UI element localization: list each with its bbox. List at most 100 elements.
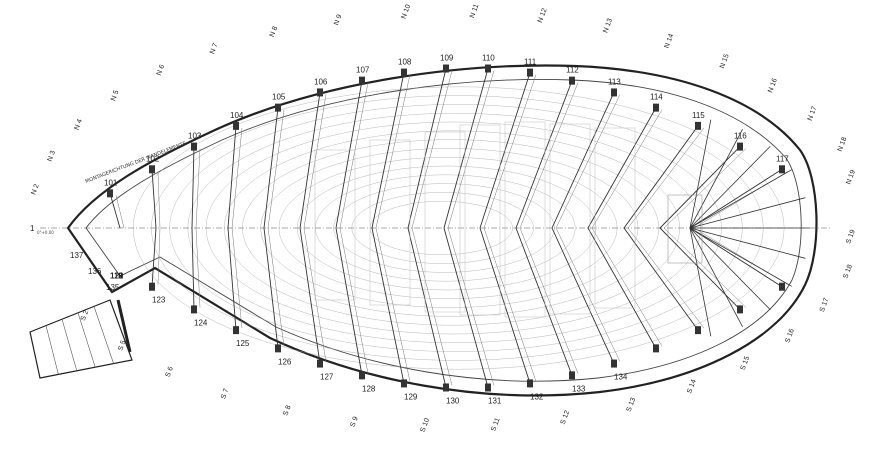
rim-anchor	[233, 121, 239, 130]
rib-top	[299, 92, 321, 229]
rib-bottom	[587, 227, 657, 349]
rib-bottom-secondary	[555, 227, 621, 362]
rim-label-top: 113	[608, 77, 621, 86]
fan-rib	[689, 227, 792, 287]
rib-top	[227, 125, 237, 229]
origin-sublabel: 0°+0.00	[37, 230, 54, 235]
axis-label-north: N 4	[74, 118, 84, 131]
rim-anchor	[401, 68, 407, 77]
rim-anchor	[569, 76, 575, 85]
rim-label-bottom: 130	[446, 396, 460, 405]
entrance-ramp	[29, 299, 133, 379]
rib-top	[659, 146, 741, 229]
rib-bottom-secondary	[195, 227, 201, 308]
inner-panel	[314, 149, 356, 301]
rib-top-secondary	[519, 82, 579, 229]
rib-bottom	[407, 227, 447, 388]
rib-bottom-secondary	[339, 227, 369, 374]
contour-line	[187, 113, 722, 343]
rim-label-top: 114	[650, 93, 663, 102]
rib-top-secondary	[195, 148, 201, 229]
rim-label-bottom: 122	[110, 272, 124, 281]
fan-rib	[689, 128, 743, 229]
axis-label-north: N 11	[469, 3, 480, 19]
rim-label-bottom: 136	[88, 267, 102, 276]
rim-label-bottom: 131	[488, 396, 502, 405]
rib-top	[515, 80, 573, 229]
rim-anchor	[191, 305, 197, 314]
rib-top	[263, 107, 279, 229]
axis-label-north: N 19	[845, 169, 857, 185]
rib-bottom	[335, 227, 363, 376]
rim-anchor	[485, 64, 491, 73]
fan-rib	[689, 227, 743, 328]
rim-anchor	[149, 165, 155, 174]
rim-label-bottom: 132	[530, 392, 544, 401]
rib-bottom	[689, 227, 783, 288]
axis-label-north: N 2	[30, 183, 40, 196]
axis-label-south: S 5	[117, 339, 127, 351]
axis-label-south: S 7	[220, 388, 230, 400]
rib-bottom-secondary	[627, 227, 705, 329]
rim-anchor	[653, 344, 659, 353]
rib-bottom	[227, 227, 237, 331]
fan-rib	[689, 227, 806, 259]
fan-rib	[689, 197, 806, 229]
rib-top-secondary	[375, 74, 411, 229]
axis-label-north: N 17	[807, 105, 819, 121]
inner-panel	[504, 121, 546, 318]
rim-label-bottom: 126	[278, 357, 292, 366]
axis-label-north: N 18	[837, 136, 849, 152]
fan-rib	[689, 145, 771, 229]
rib-bottom-secondary	[519, 227, 579, 374]
axis-label-south: S 13	[626, 397, 638, 413]
rim-anchor	[149, 282, 155, 291]
axis-label-north: N 15	[719, 53, 731, 69]
rim-label-bottom: 129	[404, 392, 418, 401]
ramp-step	[61, 319, 78, 371]
rim-label-top: 101	[104, 178, 118, 187]
axis-label-north: N 13	[602, 18, 614, 34]
rib-top-secondary	[339, 82, 369, 229]
rim-label-bottom: 119	[110, 272, 123, 281]
rim-anchor	[695, 326, 701, 335]
rib-top	[551, 92, 615, 229]
rib-top	[109, 193, 121, 229]
rib-top-secondary	[411, 70, 453, 229]
rim-label-bottom: 134	[614, 373, 628, 382]
rib-top	[407, 68, 447, 229]
axis-label-south: S 10	[420, 417, 432, 433]
rib-top	[371, 72, 405, 229]
rib-top	[335, 80, 363, 229]
rib-bottom-secondary	[591, 227, 663, 347]
rib-top	[623, 125, 699, 229]
axis-label-north: N 16	[767, 77, 779, 93]
ramp-rail	[116, 299, 132, 353]
rib-bottom	[299, 227, 321, 364]
rim-anchor	[653, 103, 659, 112]
rib-top	[151, 169, 157, 229]
rim-anchor	[443, 64, 449, 73]
axis-label-north: N 3	[47, 150, 57, 163]
rib-bottom-secondary	[483, 227, 537, 382]
rim-label-bottom: 120	[110, 272, 124, 281]
axis-label-south: S 6	[165, 366, 175, 378]
rib-top	[587, 107, 657, 229]
rim-label-bottom: 121	[110, 272, 124, 281]
rim-anchor	[443, 383, 449, 392]
axis-label-north: N 7	[209, 42, 219, 55]
rim-anchor	[275, 344, 281, 353]
rim-label-bottom: 133	[572, 384, 586, 393]
fan-rib	[689, 119, 712, 229]
axis-label-north: N 10	[401, 3, 413, 19]
inner-panel	[594, 127, 636, 309]
rim-label-top: 104	[230, 111, 244, 120]
rib-bottom-secondary	[411, 227, 453, 386]
rim-anchor	[233, 326, 239, 335]
rib-top-secondary	[627, 127, 705, 229]
axis-label-south: S 14	[686, 379, 698, 395]
rib-top-secondary	[663, 148, 747, 229]
rib-top	[689, 168, 783, 229]
rib-top-secondary	[115, 195, 125, 229]
